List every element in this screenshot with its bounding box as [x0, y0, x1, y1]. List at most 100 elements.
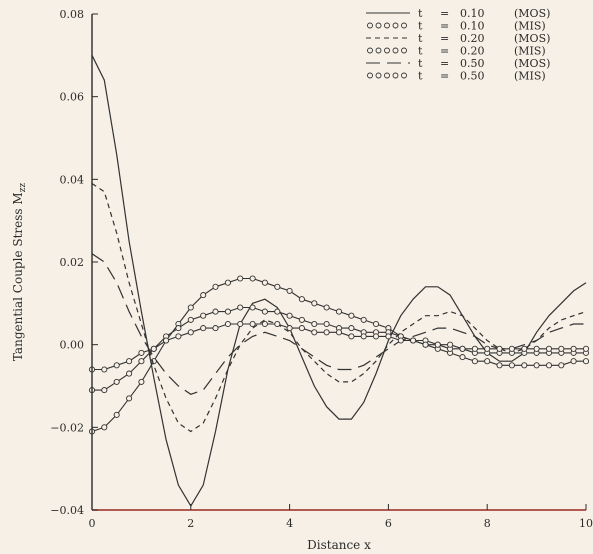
series-6-point	[373, 334, 378, 339]
series-2-point	[349, 313, 354, 318]
legend-method: (MIS)	[514, 20, 546, 33]
series-2-point	[509, 363, 514, 368]
legend-sample-marker	[402, 23, 407, 28]
series-6-point	[188, 330, 193, 335]
legend-value: 0.10	[460, 20, 485, 33]
y-ticks: −0.04 −0.02 0.00 0.02 0.04 0.06 0.08	[50, 8, 98, 517]
series-6-point	[139, 350, 144, 355]
legend-entry: t = 0.50 (MOS)	[366, 57, 550, 70]
series-6-point	[201, 326, 206, 331]
series-4-point	[312, 321, 317, 326]
series-6-point	[423, 342, 428, 347]
series-4-point	[250, 305, 255, 310]
series-6-point	[571, 346, 576, 351]
x-tick-label: 10	[579, 517, 593, 530]
series-6-point	[361, 334, 366, 339]
series-2-point	[546, 363, 551, 368]
x-ticks: 0 2 4 6 8 10	[89, 504, 593, 530]
legend-sample-marker	[368, 48, 373, 53]
series-4-point	[213, 309, 218, 314]
series-6-point	[485, 346, 490, 351]
legend-entry: t = 0.50 (MIS)	[368, 70, 546, 83]
series-6-point	[102, 367, 107, 372]
series-6-point	[497, 346, 502, 351]
x-tick-label: 2	[187, 517, 194, 530]
series-2-point	[497, 363, 502, 368]
series-4-point	[127, 371, 132, 376]
series-2-point	[102, 425, 107, 430]
legend-sample-marker	[376, 48, 381, 53]
series-6-point	[336, 330, 341, 335]
series-2-point	[275, 284, 280, 289]
legend-t-label: t	[418, 70, 423, 83]
series-6-point	[472, 346, 477, 351]
series-2-point	[188, 305, 193, 310]
legend-method: (MIS)	[514, 45, 546, 58]
series-2-point	[139, 379, 144, 384]
series-6-point	[164, 338, 169, 343]
series-2-point	[534, 363, 539, 368]
legend-equals: =	[440, 45, 449, 58]
legend-sample-marker	[376, 73, 381, 78]
legend-entry: t = 0.10 (MOS)	[366, 7, 550, 20]
series-6-point	[176, 334, 181, 339]
series-6-point	[127, 359, 132, 364]
series-2-point	[201, 293, 206, 298]
series-4-point	[188, 317, 193, 322]
series-2-point	[361, 317, 366, 322]
series-2-point	[299, 297, 304, 302]
series-4-point	[349, 326, 354, 331]
series-2-point	[127, 396, 132, 401]
series-6-point	[287, 326, 292, 331]
legend-value: 0.20	[460, 32, 485, 45]
legend-sample-marker	[376, 23, 381, 28]
series-6-point	[411, 338, 416, 343]
series-6-point	[398, 338, 403, 343]
series-2-point	[485, 359, 490, 364]
series-4-point	[225, 309, 230, 314]
series-6-point	[225, 321, 230, 326]
series-2-point	[287, 288, 292, 293]
legend-method: (MIS)	[514, 70, 546, 83]
series-6-point	[559, 346, 564, 351]
legend-entry: t = 0.10 (MIS)	[368, 20, 546, 33]
y-axis-title: Tangential Couple Stress Mzz	[11, 183, 28, 362]
y-tick-label: 0.04	[60, 173, 85, 186]
y-axis-title-subscript: zz	[18, 183, 28, 193]
series-6-point	[262, 321, 267, 326]
legend-entry: t = 0.20 (MIS)	[368, 45, 546, 58]
legend-value: 0.50	[460, 70, 485, 83]
series-6-point	[250, 321, 255, 326]
series-4-point	[102, 388, 107, 393]
series-2-point	[262, 280, 267, 285]
legend-t-label: t	[418, 32, 423, 45]
series-4-point	[262, 309, 267, 314]
y-axis-title-main: Tangential Couple Stress M	[11, 192, 25, 361]
series-2-point	[238, 276, 243, 281]
series-6-point	[386, 334, 391, 339]
series-6-point	[448, 342, 453, 347]
series-2-point	[336, 309, 341, 314]
legend-method: (MOS)	[514, 57, 550, 70]
legend-sample-marker	[385, 48, 390, 53]
series-2-point	[583, 359, 588, 364]
series-6-point	[151, 346, 156, 351]
series-4-point	[238, 305, 243, 310]
plot-area	[89, 55, 588, 506]
series-2-point	[373, 321, 378, 326]
series-6-point	[522, 346, 527, 351]
series-1-line	[92, 55, 586, 506]
series-4-point	[324, 321, 329, 326]
series-6-point	[509, 346, 514, 351]
legend-sample-marker	[385, 23, 390, 28]
series-2-point	[225, 280, 230, 285]
series-4-point	[176, 326, 181, 331]
legend-equals: =	[440, 7, 449, 20]
series-6-point	[312, 330, 317, 335]
series-4-point	[114, 379, 119, 384]
legend-method: (MOS)	[514, 32, 550, 45]
legend-sample-marker	[393, 73, 398, 78]
series-6-point	[349, 334, 354, 339]
legend-sample-marker	[385, 73, 390, 78]
y-tick-label: −0.02	[50, 421, 84, 434]
